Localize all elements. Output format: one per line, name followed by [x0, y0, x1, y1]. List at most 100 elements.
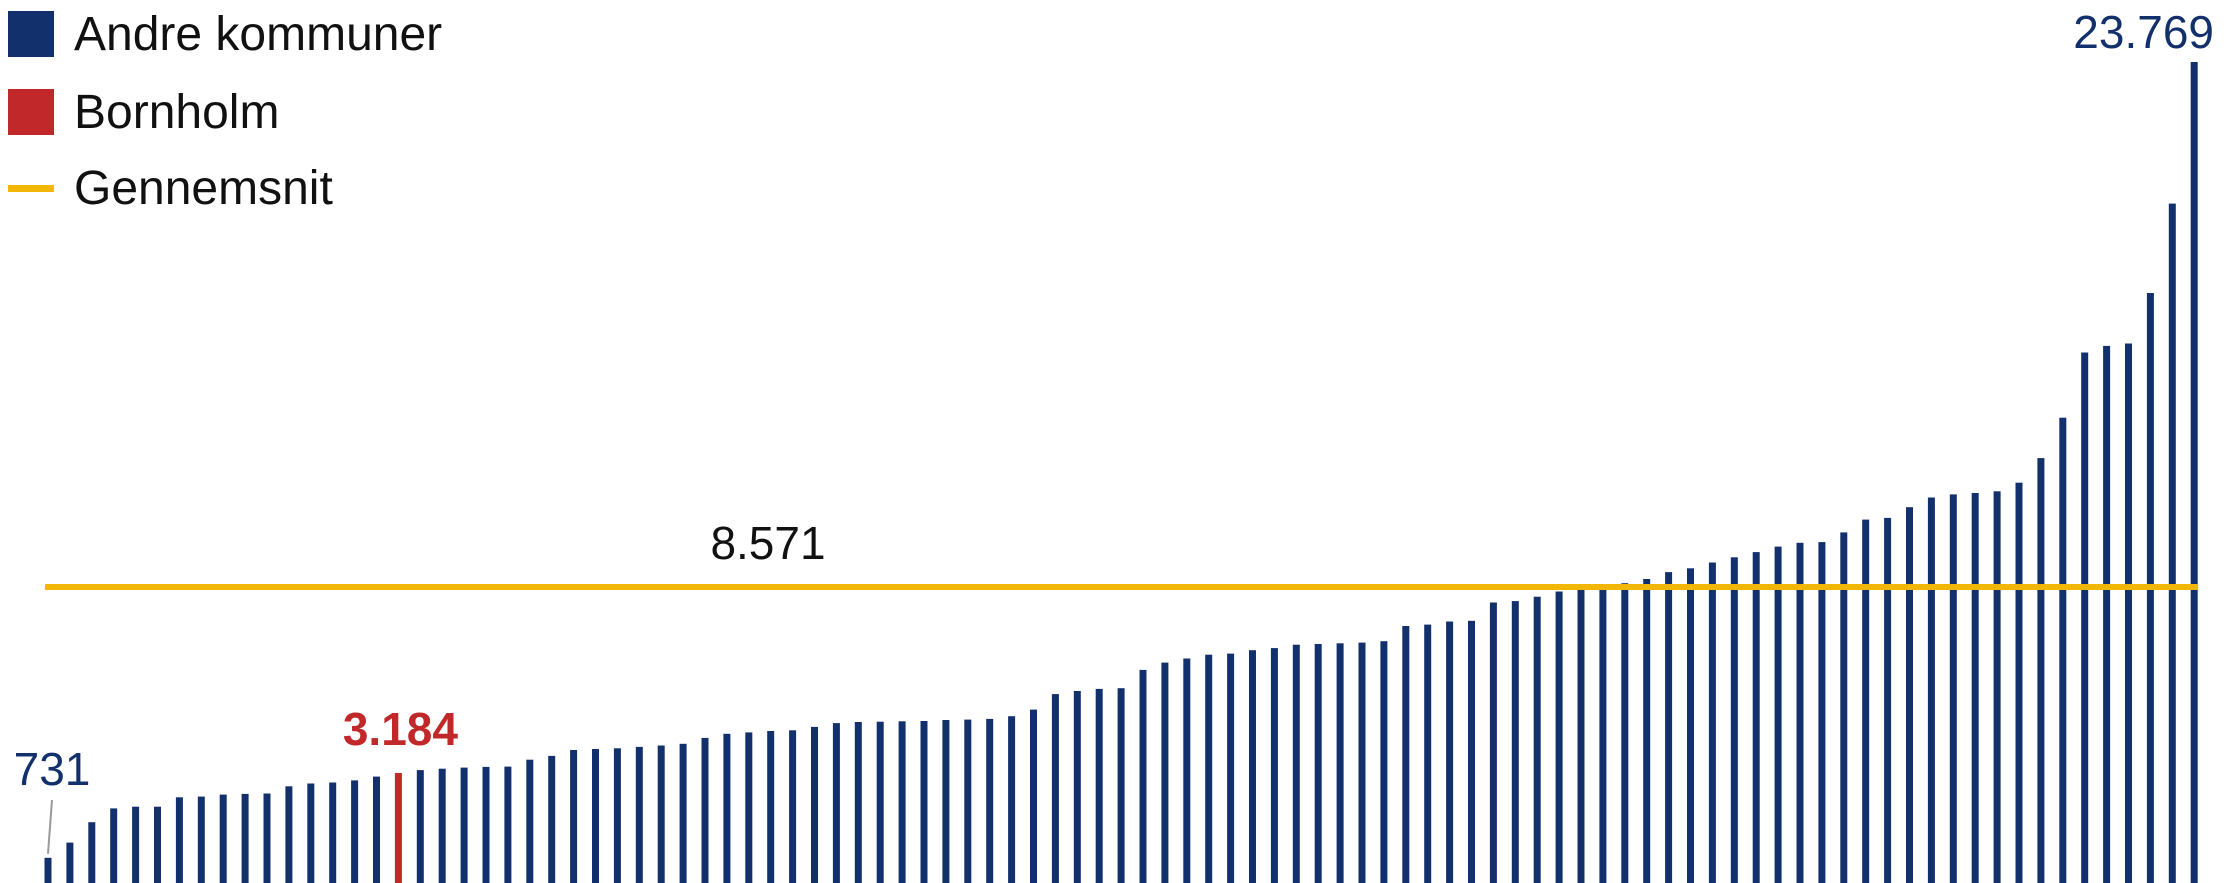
bar — [373, 776, 380, 883]
bar — [1446, 621, 1454, 883]
bar — [1424, 624, 1432, 883]
bar — [175, 797, 183, 883]
bar — [942, 720, 950, 883]
bar — [1708, 562, 1716, 883]
bar — [1073, 691, 1081, 883]
bornholm-value-label: 3.184 — [343, 703, 459, 755]
bar — [1687, 568, 1694, 883]
average-value-label: 8.571 — [710, 517, 825, 569]
bar — [1884, 517, 1892, 883]
bar — [1949, 494, 1957, 883]
bar — [44, 857, 52, 883]
bar — [854, 722, 862, 883]
bar — [1314, 644, 1322, 883]
bar — [1205, 654, 1213, 883]
andre-kommuner-swatch — [8, 11, 54, 57]
bar — [2125, 343, 2132, 883]
bar — [920, 721, 928, 883]
bar — [1533, 596, 1541, 883]
bar — [1665, 572, 1673, 883]
bar — [285, 786, 293, 883]
bar — [307, 783, 315, 883]
bar — [1796, 542, 1804, 883]
bar — [1752, 552, 1760, 883]
bar — [1030, 709, 1037, 883]
bar — [1270, 648, 1278, 883]
bar — [197, 796, 205, 883]
bar — [2015, 482, 2023, 883]
bar — [1621, 583, 1629, 883]
bar — [1402, 626, 1410, 883]
bar — [657, 745, 665, 883]
bar — [351, 780, 359, 883]
bar — [482, 766, 490, 883]
bar — [898, 721, 906, 883]
bar — [110, 808, 118, 883]
bar — [1993, 491, 2001, 883]
bar — [1161, 662, 1169, 883]
first-value-label: 731 — [14, 743, 91, 795]
bar — [548, 755, 556, 883]
bar — [1468, 620, 1475, 883]
bar — [154, 806, 161, 883]
bornholm-swatch — [8, 89, 54, 135]
bar — [1249, 650, 1256, 883]
bar — [1906, 507, 1913, 883]
bar — [832, 723, 840, 883]
legend-label-andre-kommuner: Andre kommuner — [74, 7, 443, 61]
gennemsnit-swatch — [8, 184, 54, 192]
bar — [241, 793, 249, 883]
bar — [1577, 587, 1585, 883]
bar — [329, 782, 337, 883]
bar — [2190, 62, 2198, 883]
bar — [1139, 669, 1147, 883]
bar — [1336, 643, 1344, 883]
legend-item-andre-kommuner: Andre kommuner — [8, 8, 442, 61]
bars-group — [44, 62, 2198, 883]
bar — [416, 770, 424, 883]
bar — [613, 748, 621, 883]
bar — [2168, 203, 2176, 883]
bar — [1643, 579, 1651, 883]
bar — [811, 726, 818, 883]
bar — [460, 767, 468, 883]
bar — [1380, 641, 1388, 883]
bar — [1555, 591, 1563, 883]
bar — [1818, 542, 1826, 883]
legend-item-gennemsnit: Gennemsnit — [8, 162, 333, 215]
bar — [1511, 601, 1519, 883]
bar — [1927, 497, 1935, 883]
bar — [701, 737, 709, 883]
legend-label-bornholm: Bornholm — [74, 85, 280, 139]
max-value-label: 23.769 — [2073, 6, 2214, 58]
bar — [1774, 546, 1782, 883]
bar — [1117, 688, 1125, 883]
bar — [1730, 557, 1738, 883]
bar — [1358, 642, 1366, 883]
bar — [1840, 532, 1848, 883]
bar — [2103, 345, 2111, 883]
bar — [723, 733, 731, 883]
bar — [1183, 658, 1191, 883]
bar — [986, 718, 994, 883]
bar — [767, 731, 775, 883]
bar — [1292, 644, 1300, 883]
bar — [570, 750, 578, 883]
legend-label-gennemsnit: Gennemsnit — [74, 161, 333, 215]
bar — [745, 732, 753, 883]
bar — [1227, 653, 1235, 883]
bar — [1095, 688, 1103, 883]
bar — [132, 806, 140, 883]
bar — [1489, 602, 1497, 883]
bar — [219, 794, 227, 883]
bar — [635, 746, 643, 883]
first-value-leader-line — [47, 799, 53, 854]
bar — [1599, 585, 1607, 883]
bar — [263, 793, 271, 883]
bar — [526, 759, 534, 883]
bar — [88, 822, 96, 883]
bar — [679, 743, 687, 883]
bar — [2081, 352, 2089, 883]
bar — [1008, 716, 1016, 883]
